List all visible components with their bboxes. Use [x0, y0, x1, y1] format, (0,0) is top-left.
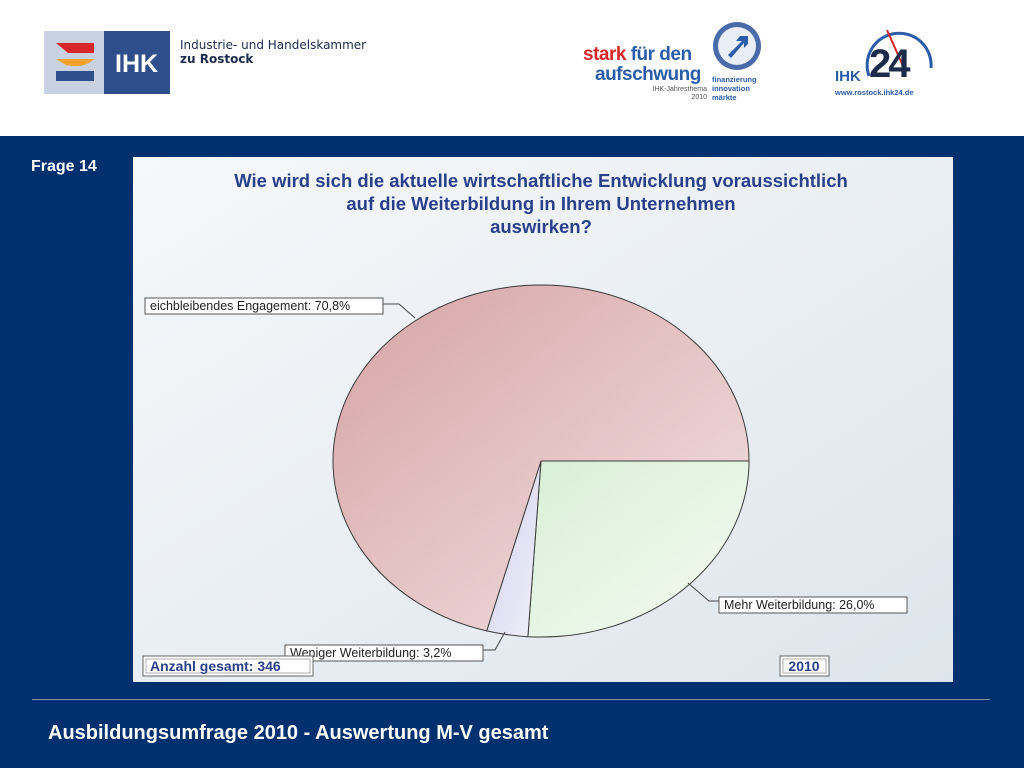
pie-label-1: Weniger Weiterbildung: 3,2% — [290, 646, 451, 660]
pie-slice-2 — [332, 284, 750, 632]
ihk24-number: 24 — [869, 42, 910, 86]
arrow-circle-icon — [713, 22, 761, 70]
pie-slices — [332, 284, 750, 638]
ihk24-url: www.rostock.ihk24.de — [835, 88, 914, 97]
pie-slice-0 — [527, 460, 750, 638]
organisation-name: Industrie- und Handelskammer zu Rostock — [180, 38, 366, 66]
campaign-headline-2: aufschwung — [595, 64, 701, 85]
ihk24-logo: IHK 24 www.rostock.ihk24.de — [835, 24, 945, 104]
pie-label-box-2 — [144, 297, 384, 315]
chart-title-line-2: auf die Weiterbildung in Ihrem Unternehm… — [346, 193, 735, 214]
pie-chart-panel: Wie wird sich die aktuelle wirtschaftlic… — [133, 157, 953, 682]
total-count-label: Anzahl gesamt: 346 — [150, 658, 281, 674]
campaign-headline-1: stark für den — [583, 44, 692, 65]
campaign-tags: finanzierung innovation märkte — [712, 75, 757, 102]
total-count-box: Anzahl gesamt: 346 — [142, 655, 314, 677]
pie-label-0: Mehr Weiterbildung: 26,0% — [724, 598, 875, 612]
org-line-2: zu Rostock — [180, 52, 254, 66]
footer-divider — [32, 699, 990, 700]
campaign-meta: IHK-Jahresthema 2010 — [652, 86, 707, 101]
pie-chart: Wie wird sich die aktuelle wirtschaftlic… — [133, 157, 953, 682]
clock-ring-icon — [865, 29, 933, 77]
pie-leader-line-2 — [383, 303, 416, 319]
slide-footer: Ausbildungsumfrage 2010 - Auswertung M-V… — [48, 722, 549, 744]
chart-title-line-3: auswirken? — [490, 216, 592, 237]
ihk24-label: IHK — [835, 68, 861, 85]
chart-title-line-1: Wie wird sich die aktuelle wirtschaftlic… — [234, 170, 848, 191]
pie-leader-line-1 — [483, 631, 506, 651]
year-label: 2010 — [788, 658, 819, 674]
year-box: 2010 — [779, 655, 830, 677]
pie-label-2: eichbleibendes Engagement: 70,8% — [150, 299, 350, 313]
pie-label-box-0 — [718, 596, 908, 614]
question-number: Frage 14 — [31, 158, 97, 175]
ihk-logo: IHK — [44, 31, 170, 99]
ihk-logo-text: IHK — [115, 50, 158, 78]
pie-labels: Mehr Weiterbildung: 26,0% Weniger Weiterb… — [144, 297, 908, 662]
campaign-logo: stark für den aufschwung IHK-Jahresthema… — [583, 20, 773, 106]
pie-label-box-1 — [284, 644, 484, 662]
org-line-1: Industrie- und Handelskammer — [180, 38, 367, 52]
slide-header — [0, 0, 1024, 136]
pie-leader-line-0 — [687, 582, 719, 602]
